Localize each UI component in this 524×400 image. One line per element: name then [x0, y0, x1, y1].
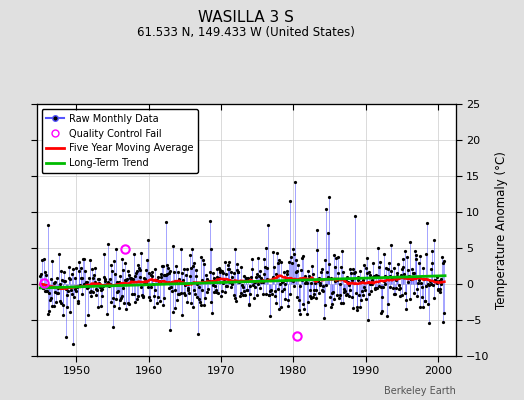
Text: Berkeley Earth: Berkeley Earth: [384, 386, 456, 396]
Text: 61.533 N, 149.433 W (United States): 61.533 N, 149.433 W (United States): [137, 26, 355, 39]
Y-axis label: Temperature Anomaly (°C): Temperature Anomaly (°C): [495, 151, 508, 309]
Text: WASILLA 3 S: WASILLA 3 S: [199, 10, 294, 25]
Legend: Raw Monthly Data, Quality Control Fail, Five Year Moving Average, Long-Term Tren: Raw Monthly Data, Quality Control Fail, …: [41, 109, 198, 173]
